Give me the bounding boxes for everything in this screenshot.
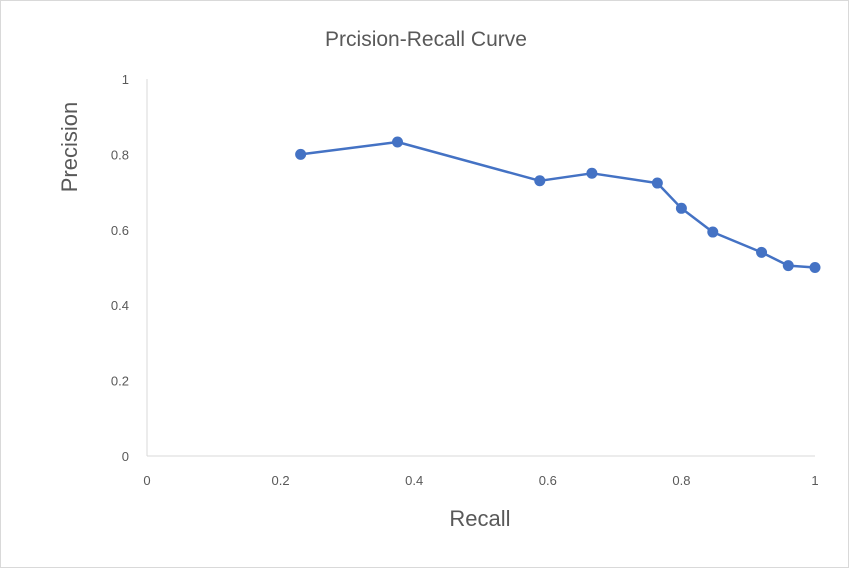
x-axis-label: Recall [449, 506, 510, 531]
data-point [534, 175, 546, 187]
x-tick-group: 0 0.2 0.4 0.6 0.8 1 [143, 473, 818, 488]
y-tick-label: 0.8 [111, 147, 129, 162]
data-point-group [295, 136, 821, 273]
data-point [295, 148, 307, 160]
x-tick-label: 0.4 [405, 473, 423, 488]
y-tick-label: 0.4 [111, 298, 129, 313]
chart-title: Prcision-Recall Curve [325, 28, 527, 51]
data-point [392, 136, 403, 148]
y-tick-label: 0 [122, 449, 129, 464]
data-point [586, 167, 598, 179]
x-tick-label: 1 [811, 473, 818, 488]
x-tick-label: 0 [143, 473, 150, 488]
data-point [782, 260, 794, 272]
data-point [675, 202, 687, 214]
data-point [809, 262, 821, 273]
y-tick-label: 1 [122, 72, 129, 87]
y-tick-label: 0.6 [111, 223, 129, 238]
y-axis-label: Precision [57, 102, 82, 192]
x-tick-label: 0.8 [672, 473, 690, 488]
data-point [707, 226, 719, 238]
series-line [300, 140, 816, 269]
x-tick-label: 0.6 [539, 473, 557, 488]
x-tick-label: 0.2 [272, 473, 290, 488]
data-point [756, 246, 768, 258]
data-point [651, 177, 663, 189]
y-tick-label: 0.2 [111, 374, 129, 389]
y-tick-group: 0 0.2 0.4 0.6 0.8 1 [111, 72, 129, 464]
